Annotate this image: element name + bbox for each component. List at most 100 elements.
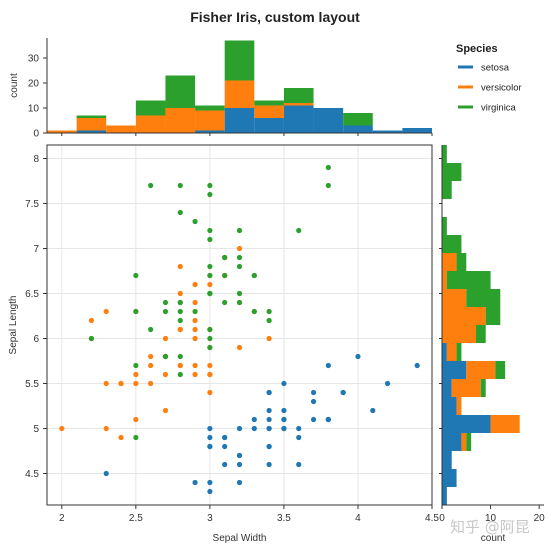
- data-point-versicolor: [103, 380, 109, 387]
- hist-bar-versicolor: [442, 253, 457, 271]
- y-tick-label: 7: [33, 244, 39, 255]
- data-point-setosa: [266, 425, 272, 432]
- data-point-virginica: [207, 344, 213, 351]
- data-point-setosa: [325, 416, 331, 423]
- data-point-virginica: [148, 182, 154, 189]
- data-point-versicolor: [177, 362, 183, 369]
- data-point-versicolor: [103, 308, 109, 315]
- data-point-versicolor: [207, 281, 213, 288]
- top-histogram: 0 10 20 30 count: [9, 38, 433, 140]
- hist-bar-virginica: [480, 379, 486, 397]
- data-point-setosa: [296, 434, 302, 441]
- hist-bar-versicolor: [446, 343, 457, 361]
- data-point-versicolor: [236, 344, 243, 351]
- data-point-setosa: [266, 407, 272, 414]
- hist-bar-virginica: [165, 75, 196, 108]
- hist-bar-virginica: [195, 105, 225, 111]
- legend-label-setosa: setosa: [481, 63, 510, 74]
- x-axis-label: Sepal Width: [213, 533, 267, 544]
- hist-y-tick-label: 30: [28, 54, 40, 65]
- data-point-versicolor: [103, 425, 109, 432]
- data-point-virginica: [177, 182, 183, 189]
- hist-bar-virginica: [283, 88, 314, 103]
- data-point-virginica: [266, 308, 272, 315]
- hist-bar-setosa: [283, 105, 314, 133]
- hist-x-tick-label: 20: [534, 513, 546, 524]
- data-point-virginica: [177, 371, 183, 378]
- hist-bar-virginica: [456, 253, 467, 271]
- hist-bar-virginica: [442, 181, 452, 199]
- hist-bar-virginica: [466, 433, 472, 451]
- hist-bar-setosa: [442, 433, 462, 451]
- hist-bar-versicolor: [224, 80, 255, 108]
- data-point-setosa: [266, 389, 272, 396]
- data-point-virginica: [162, 308, 169, 315]
- data-point-versicolor: [118, 434, 124, 441]
- hist-bar-versicolor: [442, 271, 447, 289]
- legend: Species setosa versicolor virginica: [456, 43, 522, 114]
- hist-bar-versicolor: [283, 103, 314, 106]
- hist-bar-setosa: [442, 451, 452, 469]
- hist-bar-versicolor: [442, 325, 476, 343]
- data-point-virginica: [325, 182, 331, 189]
- data-point-virginica: [177, 353, 183, 360]
- hist-bar-virginica: [442, 217, 447, 235]
- y-tick-label: 5.5: [25, 379, 39, 390]
- data-point-versicolor: [177, 290, 183, 297]
- data-point-versicolor: [236, 245, 243, 252]
- hist-bar-virginica: [476, 325, 486, 343]
- data-point-virginica: [207, 263, 213, 270]
- hist-bar-setosa: [442, 379, 452, 397]
- data-point-setosa: [281, 425, 287, 432]
- data-point-virginica: [192, 218, 198, 225]
- hist-y-tick-label: 10: [28, 104, 40, 115]
- data-point-setosa: [296, 425, 302, 432]
- hist-bar-virginica: [442, 145, 447, 163]
- data-point-versicolor: [148, 362, 154, 369]
- data-point-setosa: [251, 416, 257, 423]
- data-point-versicolor: [162, 407, 169, 414]
- data-point-setosa: [384, 380, 391, 387]
- hist-bar-virginica: [442, 235, 462, 253]
- data-point-virginica: [236, 254, 243, 261]
- hist-x-axis-label: count: [481, 533, 506, 544]
- right-histogram: 0 10 20 count: [439, 145, 545, 544]
- data-point-setosa: [266, 461, 272, 468]
- hist-bar-setosa: [195, 130, 225, 133]
- data-point-versicolor: [162, 335, 169, 342]
- data-point-virginica: [236, 299, 243, 306]
- hist-x-tick-label: 10: [485, 513, 497, 524]
- x-tick-label: 2.5: [129, 513, 143, 524]
- hist-x-tick-label: 0: [439, 513, 445, 524]
- data-point-versicolor: [192, 371, 198, 378]
- data-point-setosa: [266, 443, 272, 450]
- scatter-plot: 2 2.5 3 3.5 4 4.5 4.5 5 5.5 6 6.5 7 7.5 8 Sepal Width S…: [8, 144, 439, 544]
- hist-bar-setosa: [254, 118, 284, 133]
- data-point-versicolor: [177, 263, 183, 270]
- data-point-setosa: [251, 425, 257, 432]
- hist-bar-setosa: [442, 361, 467, 379]
- data-point-versicolor: [192, 317, 198, 324]
- data-point-versicolor: [266, 335, 272, 342]
- data-point-versicolor: [192, 335, 198, 342]
- hist-bar-versicolor: [195, 110, 225, 131]
- data-point-setosa: [266, 416, 272, 423]
- data-point-virginica: [222, 254, 228, 261]
- hist-y-axis-label: count: [9, 73, 20, 98]
- data-point-virginica: [207, 227, 213, 234]
- data-point-virginica: [207, 272, 213, 279]
- hist-bar-setosa: [313, 108, 344, 133]
- data-point-setosa: [325, 362, 331, 369]
- hist-bar-virginica: [446, 271, 491, 289]
- legend-title: Species: [456, 43, 498, 55]
- data-point-virginica: [162, 353, 169, 360]
- data-point-virginica: [222, 272, 228, 279]
- data-point-setosa: [236, 425, 243, 432]
- data-point-versicolor: [133, 416, 139, 423]
- data-point-setosa: [281, 380, 287, 387]
- x-tick-label: 4.5: [425, 513, 439, 524]
- data-point-virginica: [207, 236, 213, 243]
- data-point-setosa: [222, 434, 228, 441]
- data-point-versicolor: [59, 425, 65, 432]
